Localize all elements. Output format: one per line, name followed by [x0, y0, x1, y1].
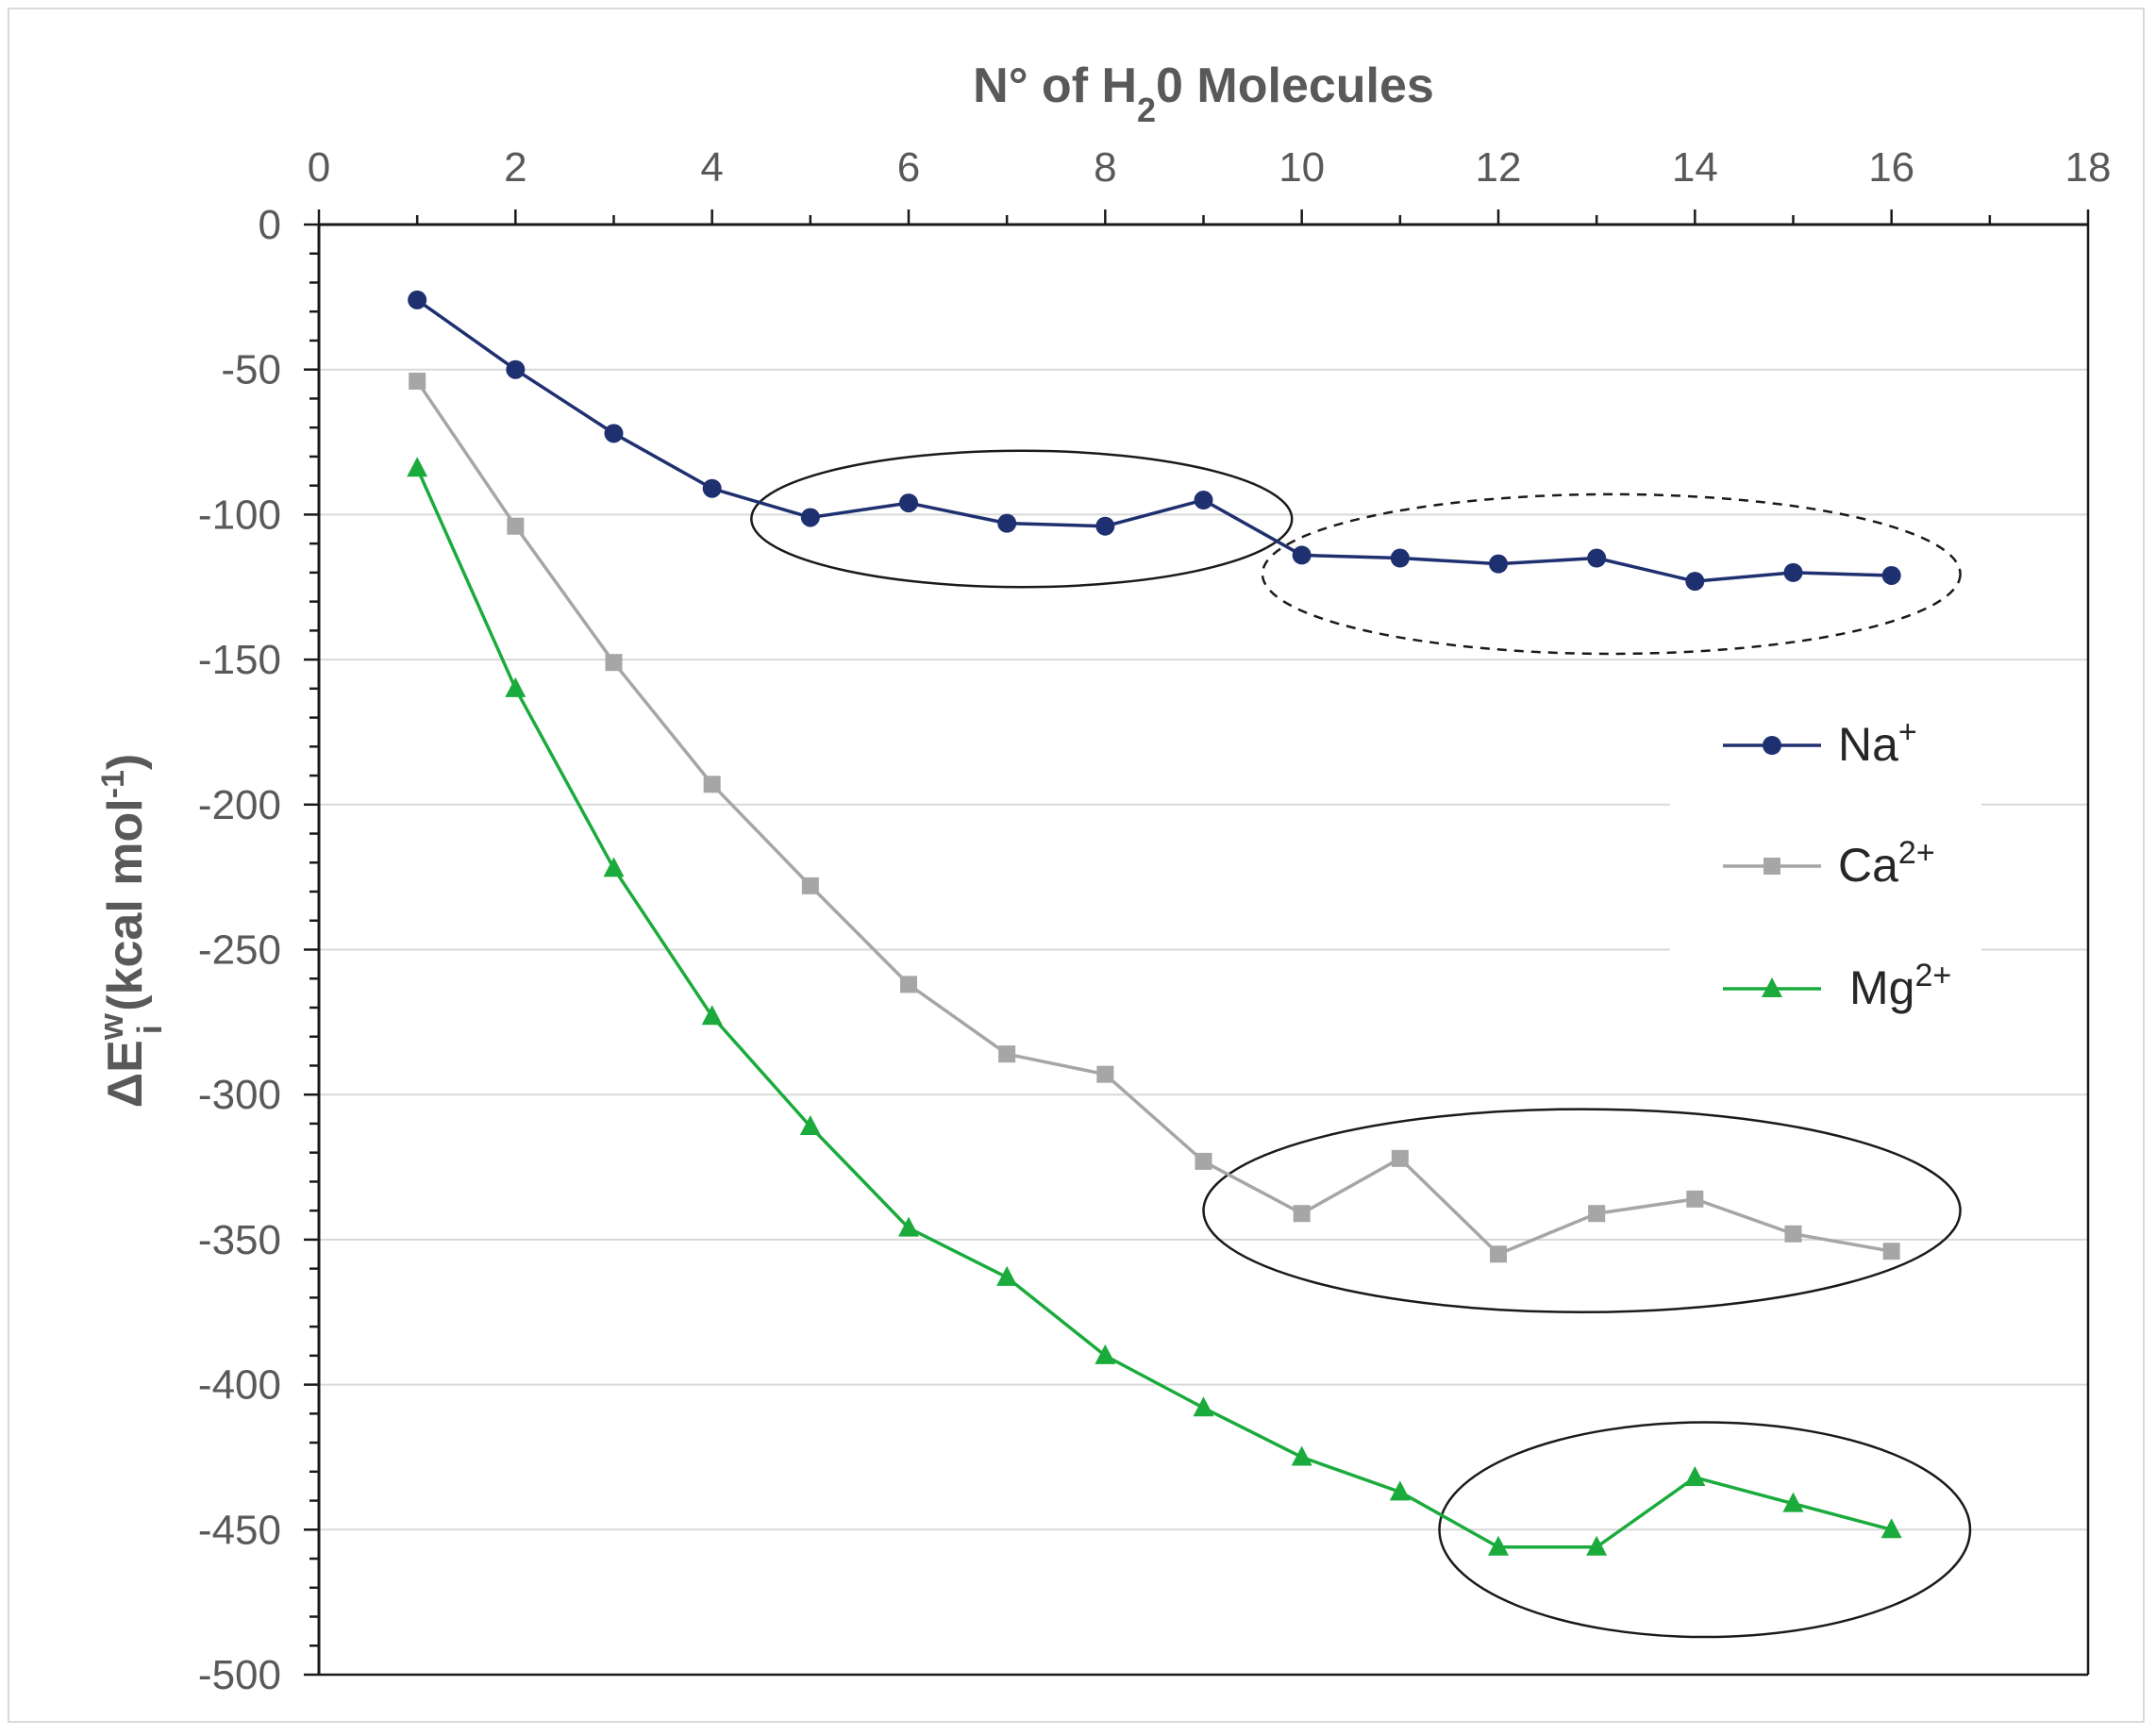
annotation-ellipse-1	[1261, 492, 1962, 656]
data-point-ca-14	[1686, 1190, 1704, 1208]
data-series	[407, 290, 1902, 1556]
x-tick-label-9: 18	[2065, 144, 2112, 191]
y-tick-label-5: -250	[198, 927, 281, 974]
chart-frame	[8, 8, 2145, 1723]
data-point-mg-16	[1880, 1518, 1902, 1539]
x-tick-label-1: 2	[504, 144, 526, 191]
data-point-ca-9	[1195, 1152, 1212, 1170]
annotation-ellipses	[750, 449, 1972, 1639]
x-axis-title: N° of H20 Molecules	[973, 58, 1434, 129]
data-point-ca-16	[1882, 1243, 1900, 1260]
data-point-ca-5	[801, 876, 819, 894]
data-point-na-10	[1292, 545, 1312, 565]
data-point-ca-1	[409, 372, 426, 390]
legend-label-2: Mg2+	[1849, 958, 1951, 1014]
x-tick-label-6: 12	[1476, 144, 1522, 191]
x-tick-label-5: 10	[1279, 144, 1325, 191]
series-na	[408, 290, 1901, 592]
series-ca	[409, 372, 1900, 1263]
annotation-ellipse-0	[750, 449, 1294, 589]
series-line-ca	[415, 380, 1892, 1257]
data-point-mg-7	[996, 1265, 1018, 1286]
legend: Na+ Ca2+ Mg2+	[1670, 670, 1981, 1066]
data-point-mg-2	[505, 676, 526, 697]
x-tick-label-4: 8	[1094, 144, 1116, 191]
legend-swatch-marker-2	[1762, 977, 1782, 997]
data-point-ca-7	[998, 1045, 1016, 1063]
y-tick-label-4: -200	[198, 782, 281, 828]
annotation-ellipse-2	[1202, 1108, 1962, 1314]
data-point-mg-15	[1782, 1492, 1804, 1512]
data-point-ca-15	[1784, 1225, 1802, 1243]
legend-background	[1670, 670, 1981, 1066]
y-axis-title: ΔEwi (kcal mol-1)	[92, 754, 169, 1109]
x-tick-label-0: 0	[308, 144, 330, 191]
legend-swatch-marker-1	[1763, 858, 1780, 875]
data-point-na-8	[1095, 516, 1115, 536]
y-tick-label-0: 0	[259, 202, 281, 248]
legend-label-0: Na+	[1838, 714, 1917, 771]
y-tick-label-2: -100	[198, 492, 281, 538]
data-point-ca-13	[1588, 1205, 1606, 1223]
data-point-mg-5	[799, 1115, 821, 1136]
data-point-na-15	[1783, 562, 1803, 582]
y-tick-label-8: -400	[198, 1362, 281, 1409]
data-point-ca-2	[507, 517, 525, 535]
x-tick-label-8: 16	[1868, 144, 1914, 191]
data-point-na-13	[1587, 548, 1607, 568]
data-point-mg-4	[701, 1005, 723, 1026]
data-point-ca-6	[900, 976, 917, 993]
y-tick-label-1: -50	[221, 347, 281, 393]
data-point-na-9	[1194, 491, 1213, 510]
y-tick-label-9: -450	[198, 1507, 281, 1553]
data-point-na-12	[1489, 554, 1508, 574]
data-point-na-14	[1685, 572, 1705, 592]
axes: 0 2 4 6 8 10 12 14 16 18 0 -50 -100 -150 -200 -250 -300 -…	[198, 144, 2112, 1698]
data-point-na-4	[702, 478, 722, 498]
data-point-ca-12	[1490, 1245, 1507, 1263]
x-tick-label-7: 14	[1672, 144, 1718, 191]
legend-swatch-marker-0	[1763, 736, 1781, 755]
data-point-mg-1	[407, 457, 428, 477]
y-tick-label-7: -350	[198, 1217, 281, 1263]
data-point-na-6	[899, 493, 918, 513]
data-point-na-11	[1390, 548, 1410, 568]
data-point-mg-11	[1389, 1480, 1411, 1501]
data-point-na-1	[408, 290, 427, 309]
data-point-ca-3	[605, 654, 623, 672]
data-point-ca-11	[1391, 1149, 1409, 1167]
data-point-mg-6	[898, 1216, 919, 1237]
data-point-mg-3	[603, 857, 625, 877]
data-point-mg-10	[1291, 1445, 1312, 1466]
y-tick-label-10: -500	[198, 1652, 281, 1698]
series-line-na	[416, 298, 1892, 583]
data-point-na-2	[506, 359, 526, 379]
y-tick-label-6: -300	[198, 1072, 281, 1118]
data-point-na-16	[1881, 565, 1901, 585]
series-line-mg	[415, 467, 1893, 1549]
x-tick-label-3: 6	[897, 144, 920, 191]
data-point-ca-4	[703, 776, 721, 793]
data-point-mg-9	[1193, 1396, 1214, 1417]
x-tick-label-2: 4	[700, 144, 723, 191]
data-point-ca-8	[1096, 1065, 1114, 1083]
annotation-ellipse-3	[1438, 1421, 1972, 1639]
data-point-mg-12	[1488, 1535, 1509, 1556]
data-point-ca-10	[1293, 1205, 1311, 1223]
data-point-mg-14	[1684, 1465, 1706, 1486]
data-point-na-5	[800, 508, 820, 527]
data-point-mg-8	[1095, 1344, 1116, 1364]
data-point-na-7	[997, 513, 1017, 533]
y-tick-label-3: -150	[198, 637, 281, 683]
series-mg	[407, 457, 1902, 1556]
data-point-na-3	[604, 424, 624, 443]
data-point-mg-13	[1586, 1535, 1608, 1556]
legend-label-1: Ca2+	[1838, 835, 1935, 892]
